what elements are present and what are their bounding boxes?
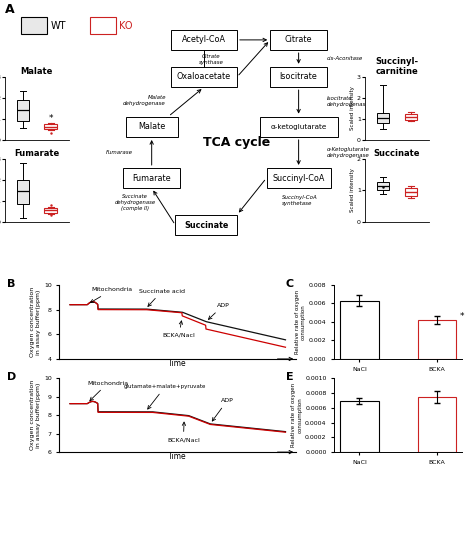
- Y-axis label: Relative rate of oxygen
consumption: Relative rate of oxygen consumption: [295, 290, 306, 354]
- Text: TCA cycle: TCA cycle: [203, 136, 271, 149]
- PathPatch shape: [405, 114, 417, 120]
- PathPatch shape: [377, 181, 389, 190]
- Text: *: *: [48, 115, 53, 123]
- Text: BCKA/Nacl: BCKA/Nacl: [163, 321, 195, 338]
- Text: cis-Aconitase: cis-Aconitase: [327, 56, 363, 61]
- FancyBboxPatch shape: [175, 215, 237, 236]
- Text: Fumarase: Fumarase: [106, 150, 133, 155]
- FancyBboxPatch shape: [126, 117, 178, 137]
- Bar: [418, 320, 456, 359]
- Text: Oxaloacetate: Oxaloacetate: [177, 72, 231, 82]
- PathPatch shape: [45, 124, 57, 129]
- Text: Succinate acid: Succinate acid: [139, 289, 185, 306]
- Text: ADP: ADP: [209, 303, 229, 319]
- FancyBboxPatch shape: [266, 168, 331, 189]
- Title: Malate: Malate: [20, 67, 53, 76]
- Text: B: B: [7, 279, 16, 289]
- Text: ADP: ADP: [212, 398, 234, 421]
- FancyBboxPatch shape: [259, 117, 337, 137]
- Text: WT: WT: [51, 21, 66, 31]
- Title: Succinyl-
carnitine: Succinyl- carnitine: [375, 56, 419, 76]
- Text: Mitochondria: Mitochondria: [87, 380, 128, 401]
- Text: glutamate+malate+pyruvate: glutamate+malate+pyruvate: [124, 384, 206, 409]
- Text: Succinate
dehydrogenase
(comple II): Succinate dehydrogenase (comple II): [115, 194, 155, 210]
- PathPatch shape: [377, 113, 389, 123]
- X-axis label: Time: Time: [168, 359, 187, 368]
- Bar: [340, 401, 379, 452]
- Y-axis label: Scaled intensity: Scaled intensity: [350, 86, 356, 130]
- Text: Acetyl-CoA: Acetyl-CoA: [182, 36, 226, 44]
- Legend: NaCl, BCKA: NaCl, BCKA: [380, 284, 416, 303]
- Text: E: E: [285, 372, 293, 382]
- Text: *: *: [460, 312, 465, 321]
- Text: A: A: [5, 3, 14, 16]
- Text: α-ketoglutarate: α-ketoglutarate: [271, 124, 327, 130]
- Y-axis label: Relative rate of oxygen
consumption: Relative rate of oxygen consumption: [292, 383, 302, 447]
- Text: Malate
dehydrogenase: Malate dehydrogenase: [123, 95, 166, 106]
- FancyBboxPatch shape: [171, 67, 237, 87]
- FancyBboxPatch shape: [270, 67, 327, 87]
- Bar: [418, 397, 456, 452]
- X-axis label: Time: Time: [168, 452, 187, 461]
- Text: C: C: [285, 279, 294, 289]
- PathPatch shape: [45, 208, 57, 213]
- Bar: [90, 17, 116, 34]
- Text: Mitochondria: Mitochondria: [91, 287, 133, 302]
- Text: KO: KO: [119, 21, 133, 31]
- Text: Isocitrate: Isocitrate: [280, 72, 318, 82]
- Y-axis label: Scaled intensity: Scaled intensity: [350, 168, 356, 213]
- Text: Succinyl-CoA: Succinyl-CoA: [273, 174, 325, 182]
- Text: Isocitrate
dehydrogenase: Isocitrate dehydrogenase: [327, 96, 370, 107]
- Text: Malate: Malate: [138, 122, 165, 132]
- FancyBboxPatch shape: [270, 30, 327, 50]
- Bar: [21, 17, 47, 34]
- Text: α-Ketoglutarate
dehydrogenase: α-Ketoglutarate dehydrogenase: [327, 147, 370, 158]
- Y-axis label: Oxygen concentration
in assay buffer(ppm): Oxygen concentration in assay buffer(ppm…: [30, 287, 41, 357]
- FancyBboxPatch shape: [123, 168, 180, 189]
- FancyBboxPatch shape: [171, 30, 237, 50]
- Text: Succinate: Succinate: [184, 221, 228, 230]
- Text: D: D: [7, 372, 17, 382]
- PathPatch shape: [17, 100, 29, 121]
- Text: Fumarate: Fumarate: [132, 174, 171, 182]
- Bar: [340, 301, 379, 359]
- Text: Citrate
synthase: Citrate synthase: [199, 54, 223, 65]
- PathPatch shape: [405, 188, 417, 196]
- PathPatch shape: [17, 180, 29, 204]
- Y-axis label: Oxygen concentration
in assay buffer(ppm): Oxygen concentration in assay buffer(ppm…: [30, 380, 41, 450]
- Title: Fumarate: Fumarate: [14, 149, 59, 158]
- Text: Citrate: Citrate: [285, 36, 312, 44]
- Text: BCKA/Nacl: BCKA/Nacl: [167, 422, 200, 442]
- Title: Succinate: Succinate: [374, 149, 420, 158]
- Legend: NaCl, BCKA: NaCl, BCKA: [380, 378, 416, 396]
- Text: Succinyl-CoA
synthetase: Succinyl-CoA synthetase: [282, 196, 318, 206]
